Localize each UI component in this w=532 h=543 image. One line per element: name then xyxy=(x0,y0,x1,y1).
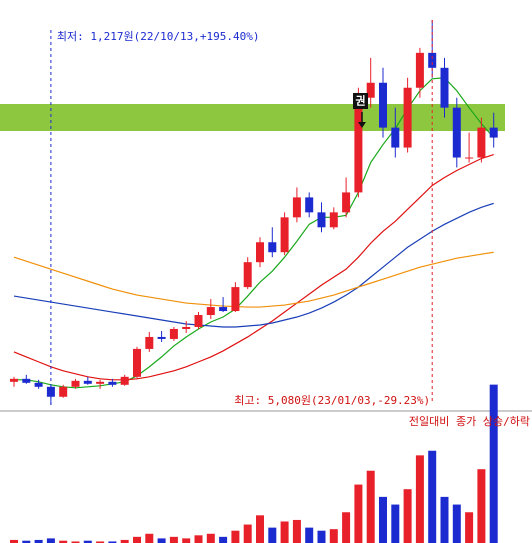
volume-bar xyxy=(206,533,215,543)
volume-bar xyxy=(22,540,31,543)
candle-body xyxy=(194,315,203,327)
candle-body xyxy=(379,82,387,128)
volume-bar xyxy=(157,538,166,543)
volume-bar xyxy=(46,538,55,543)
volume-bar xyxy=(440,496,449,543)
candle-body xyxy=(206,307,215,316)
highlight-band xyxy=(0,104,505,131)
candle-body xyxy=(10,378,18,382)
candle-body xyxy=(83,380,92,384)
candle-body xyxy=(169,328,178,339)
candle-body xyxy=(317,212,326,228)
candle-body xyxy=(415,52,424,88)
moving-average xyxy=(14,77,495,389)
volume-bar xyxy=(391,504,400,543)
moving-average xyxy=(13,202,494,328)
candle-body xyxy=(489,127,498,138)
candle-body xyxy=(440,67,449,108)
candle-body xyxy=(305,197,314,213)
candle-body xyxy=(280,217,289,253)
volume-bar xyxy=(108,541,117,543)
moving-average xyxy=(13,153,494,381)
candle-body xyxy=(231,287,240,312)
candle-body xyxy=(133,348,141,377)
candle-body xyxy=(145,336,154,349)
volume-bar xyxy=(243,524,252,543)
volume-legend: 전일대비 종가 상승/하락 xyxy=(409,414,530,428)
volume-bar xyxy=(305,527,314,543)
candle-body xyxy=(108,381,117,385)
candle-body xyxy=(157,336,166,339)
candle-body xyxy=(329,212,338,228)
volume-bar xyxy=(120,539,129,543)
moving-average xyxy=(13,251,494,308)
volume-bar xyxy=(59,540,68,543)
volume-bar xyxy=(256,515,264,543)
candle-body xyxy=(96,381,105,384)
candle-body xyxy=(22,378,31,383)
badge-arrowhead xyxy=(358,122,366,128)
candle-body xyxy=(477,127,486,158)
volume-bar xyxy=(268,527,277,543)
candle-body xyxy=(243,262,252,288)
candle-body xyxy=(34,382,43,387)
volume-bar xyxy=(219,536,228,543)
badge: 권 xyxy=(355,95,365,108)
candle-body xyxy=(71,380,80,387)
volume-bar xyxy=(231,530,240,543)
volume-bar xyxy=(10,539,18,543)
candle-body xyxy=(465,157,474,159)
volume-bar xyxy=(329,529,338,543)
volume-bar xyxy=(133,536,141,543)
candle-body xyxy=(452,107,461,158)
volume-bar xyxy=(477,469,486,543)
candle-body xyxy=(59,386,68,397)
marks: 최저: 1,217원(22/10/13,+195.40%) 최고: 5,080원(… xyxy=(10,19,498,543)
high-label: 최고: 5,080원(23/01/03,-29.23%) xyxy=(234,394,430,407)
candle-body xyxy=(292,197,301,218)
volume-bar xyxy=(182,538,191,543)
candle-body xyxy=(428,52,437,68)
candle-body xyxy=(403,87,412,148)
volume-bar xyxy=(317,530,326,543)
volume-bar xyxy=(452,504,461,543)
badge-box xyxy=(353,93,368,109)
candle-body xyxy=(256,242,264,263)
volume-bar xyxy=(403,489,412,543)
volume-bar xyxy=(145,533,154,543)
volume-bar xyxy=(83,540,92,543)
volume-bar xyxy=(96,541,105,543)
volume-bar xyxy=(71,541,80,543)
candle-body xyxy=(366,82,375,98)
volume-bar xyxy=(280,521,289,543)
volume-bar xyxy=(465,512,474,543)
volume-bar xyxy=(366,470,375,543)
candle-body xyxy=(219,307,228,312)
low-label: 최저: 1,217원(22/10/13,+195.40%) xyxy=(57,30,260,43)
candle-body xyxy=(354,97,363,193)
volume-bar xyxy=(342,512,351,543)
candle-body xyxy=(342,192,351,213)
candle-body xyxy=(391,127,400,148)
volume-bar xyxy=(169,536,178,543)
volume-bar xyxy=(194,535,203,543)
volume-bar xyxy=(379,496,387,543)
candle-body xyxy=(120,376,129,385)
volume-bar xyxy=(415,455,424,543)
volume-bar xyxy=(428,450,437,543)
volume-bar xyxy=(354,484,363,543)
volume-bar xyxy=(489,384,498,543)
candle-body xyxy=(182,326,191,329)
candle-body xyxy=(268,242,277,253)
volume-bar xyxy=(292,519,301,543)
volume-bar xyxy=(34,539,43,543)
